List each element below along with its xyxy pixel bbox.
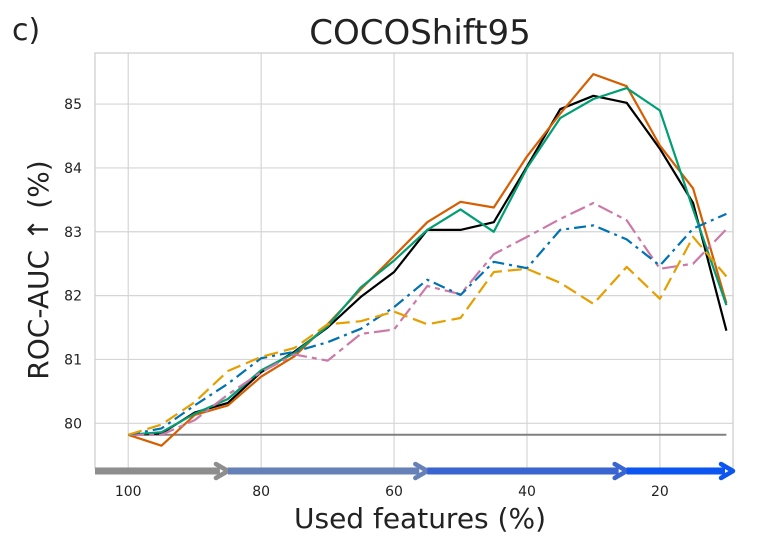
y-tick-label: 84 <box>64 161 82 177</box>
y-tick-labels: 80 81 82 83 84 85 <box>64 97 82 432</box>
x-tick-labels: 100 80 60 40 20 <box>115 484 669 500</box>
x-tick-label: 20 <box>651 484 669 500</box>
y-axis-label: ROC-AUC ↑ (%) <box>22 160 55 379</box>
y-tick-label: 83 <box>64 225 82 241</box>
series-line-3 <box>128 86 728 436</box>
series-line-4 <box>128 201 728 436</box>
direction-arrow <box>95 461 736 481</box>
plot-area <box>95 53 733 468</box>
arrow-head-4 <box>718 461 736 481</box>
series-layer <box>127 72 728 447</box>
x-axis-label: Used features (%) <box>294 502 546 535</box>
y-tick-label: 81 <box>64 352 82 368</box>
x-tick-label: 80 <box>252 484 270 500</box>
y-tick-label: 82 <box>64 289 82 305</box>
panel-label: c) <box>12 13 40 48</box>
x-tick-label: 60 <box>385 484 403 500</box>
chart-title: COCOShift95 <box>309 13 531 53</box>
y-tick-label: 80 <box>64 416 82 432</box>
y-tick-label: 85 <box>64 97 82 113</box>
series-line-5 <box>127 212 727 436</box>
x-tick-label: 100 <box>115 484 142 500</box>
series-line-2 <box>127 72 728 447</box>
series-line-6 <box>127 235 728 436</box>
x-tick-label: 40 <box>518 484 536 500</box>
